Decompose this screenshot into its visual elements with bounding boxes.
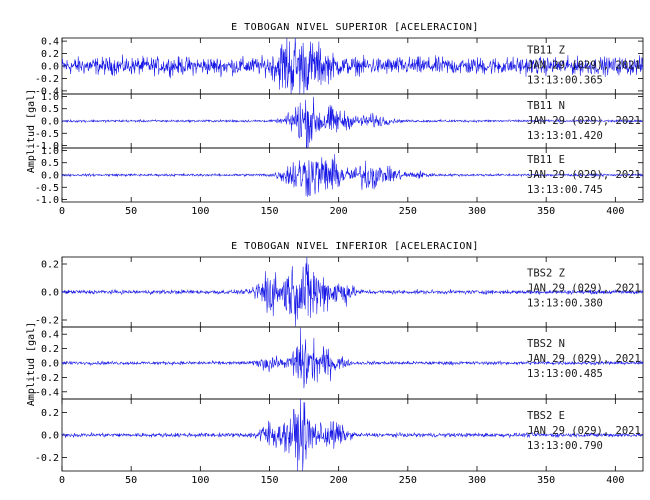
xtick-label: 250 xyxy=(399,206,417,217)
ytick-label: -1.0 xyxy=(35,141,59,152)
trace-panel-1-1: 0.4 0.2 0.0 -0.2 -0.4 TBS2 N JAN 29 (029), 202… xyxy=(35,326,644,400)
ytick-label: 1.0 xyxy=(41,146,59,157)
trace-panel-1-2: 0.2 0.0 -0.2 TBS2 E JAN 29 (029), 2021 13:13:… xyxy=(35,398,644,472)
channel-name: TBS2 Z xyxy=(527,268,565,280)
trace-panel-0-0: 0.40.2 0.0-0.2-0.4 TB11 Z JAN 29 (029), 202… xyxy=(35,37,644,97)
ytick-label: 0.2 xyxy=(41,408,59,419)
xtick-label: 150 xyxy=(260,475,278,486)
ytick-label: -0.4 xyxy=(35,387,59,398)
channel-date: JAN 29 (029), 2021 xyxy=(527,60,641,72)
ytick-label: 0.0 xyxy=(41,431,59,442)
ylabel-superior: Amplitud [gal] xyxy=(26,89,37,173)
channel-name: TBS2 N xyxy=(527,338,565,350)
channel-date: JAN 29 (029), 2021 xyxy=(527,115,641,127)
ytick-label: 0.2 xyxy=(41,49,59,60)
waveform-trace xyxy=(61,256,644,327)
chart-title-superior: E TOBOGAN NIVEL SUPERIOR [ACELERACION] xyxy=(231,22,479,33)
channel-time: 13:13:00.365 xyxy=(527,75,603,87)
waveform-trace xyxy=(61,327,644,389)
ylabel-inferior: Amplitud [gal] xyxy=(26,322,37,406)
ytick-label: 0.4 xyxy=(41,37,59,48)
channel-date: JAN 29 (029), 2021 xyxy=(527,169,641,181)
xtick-label: 0 xyxy=(59,206,65,217)
channel-name: TBS2 E xyxy=(527,410,565,422)
ytick-label: 1.0 xyxy=(41,92,59,103)
ytick-label: 0.0 xyxy=(41,62,59,73)
ytick-label: -0.2 xyxy=(35,453,59,464)
channel-date: JAN 29 (029), 2021 xyxy=(527,283,641,295)
ytick-label: -0.4 xyxy=(35,86,59,97)
xtick-label: 50 xyxy=(125,206,137,217)
waveform-trace xyxy=(61,154,643,197)
channel-name: TB11 N xyxy=(527,100,565,112)
xtick-label: 100 xyxy=(191,206,209,217)
xtick-label: 150 xyxy=(260,206,278,217)
xtick-label: 100 xyxy=(191,475,209,486)
xtick-label: 200 xyxy=(330,475,348,486)
waveform-trace xyxy=(61,37,644,95)
channel-date: JAN 29 (029), 2021 xyxy=(527,353,641,365)
channel-time: 13:13:00.790 xyxy=(527,440,603,452)
xtick-label: 300 xyxy=(468,475,486,486)
xtick-label: 400 xyxy=(606,475,624,486)
channel-time: 13:13:01.420 xyxy=(527,130,603,142)
ytick-label: -0.5 xyxy=(35,129,59,140)
ytick-label: 0.2 xyxy=(41,260,59,271)
channel-time: 13:13:00.485 xyxy=(527,368,603,380)
ytick-label: -1.0 xyxy=(35,195,59,206)
channel-time: 13:13:00.745 xyxy=(527,184,603,196)
ytick-label: 0.5 xyxy=(41,158,59,169)
xtick-label: 0 xyxy=(59,475,65,486)
waveform-trace xyxy=(61,96,644,149)
ytick-label: -0.5 xyxy=(35,183,59,194)
ytick-label: 0.4 xyxy=(41,330,59,341)
ytick-label: -0.2 xyxy=(35,373,59,384)
ytick-label: 0.5 xyxy=(41,104,59,115)
waveform-trace xyxy=(61,398,644,472)
ytick-label: 0.2 xyxy=(41,344,59,355)
xtick-label: 50 xyxy=(125,475,137,486)
xtick-label: 400 xyxy=(606,206,624,217)
channel-name: TB11 Z xyxy=(527,45,565,57)
channel-date: JAN 29 (029), 2021 xyxy=(527,425,641,437)
ytick-label: -0.2 xyxy=(35,316,59,327)
ytick-label: 0.0 xyxy=(41,117,59,128)
ytick-label: 0.0 xyxy=(41,171,59,182)
xtick-label: 250 xyxy=(399,475,417,486)
chart-title-inferior: E TOBOGAN NIVEL INFERIOR [ACELERACION] xyxy=(231,241,479,252)
channel-name: TB11 E xyxy=(527,154,565,166)
trace-panel-1-0: 0.2 0.0 -0.2 TBS2 Z JAN 29 (029), 2021 13:13:… xyxy=(35,256,644,328)
ytick-label: 0.0 xyxy=(41,288,59,299)
xtick-label: 350 xyxy=(537,206,555,217)
trace-panel-0-1: 1.00.5 0.0-0.5-1.0 TB11 N JAN 29 (029), 202… xyxy=(35,92,644,152)
ytick-label: -0.2 xyxy=(35,74,59,85)
xtick-label: 350 xyxy=(537,475,555,486)
xtick-label: 200 xyxy=(330,206,348,217)
xtick-label: 300 xyxy=(468,206,486,217)
trace-panel-0-2: 1.00.5 0.0-0.5-1.0 TB11 E JAN 29 (029), 202… xyxy=(35,146,644,206)
channel-time: 13:13:00.380 xyxy=(527,298,603,310)
ytick-label: 0.0 xyxy=(41,359,59,370)
